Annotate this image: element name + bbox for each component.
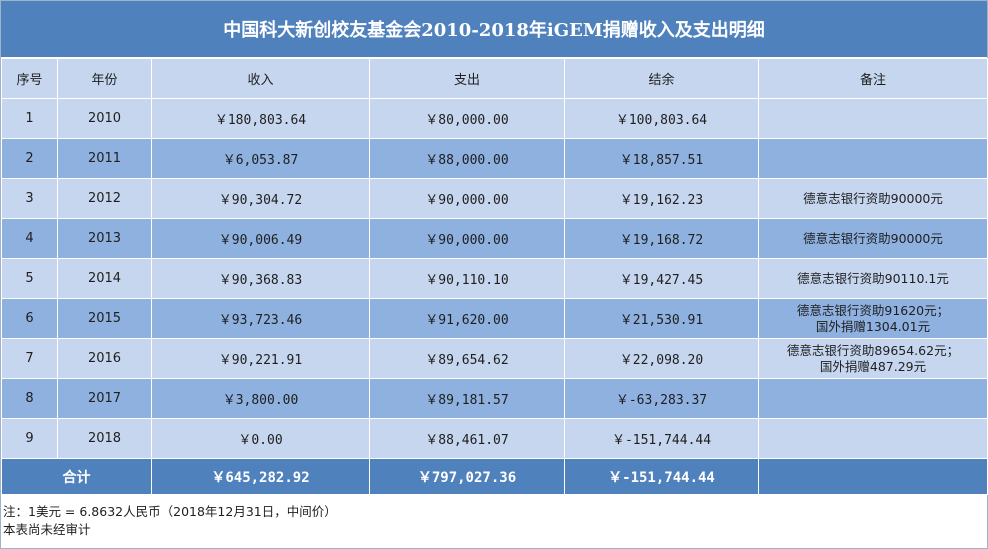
- cell-no: 8: [1, 378, 58, 419]
- header-income: 收入: [151, 58, 370, 99]
- cell-income: ￥93,723.46: [151, 298, 370, 339]
- table-row: 8 2017 ￥3,800.00 ￥89,181.57 ￥-63,283.37: [1, 378, 988, 419]
- cell-year: 2012: [57, 178, 152, 219]
- note-line: 国外捐赠487.29元: [819, 358, 927, 374]
- cell-balance: ￥19,427.45: [564, 258, 759, 299]
- cell-income: ￥90,368.83: [151, 258, 370, 299]
- total-row: 合计 ￥645,282.92 ￥797,027.36 ￥-151,744.44: [1, 458, 988, 495]
- cell-year: 2017: [57, 378, 152, 419]
- cell-expense: ￥89,654.62: [369, 338, 565, 379]
- cell-balance: ￥-63,283.37: [564, 378, 759, 419]
- cell-no: 9: [1, 418, 58, 459]
- total-balance: ￥-151,744.44: [564, 458, 759, 495]
- cell-balance: ￥19,168.72: [564, 218, 759, 259]
- note-line: 德意志银行资助90110.1元: [797, 270, 949, 286]
- cell-year: 2018: [57, 418, 152, 459]
- cell-expense: ￥90,000.00: [369, 178, 565, 219]
- cell-income: ￥90,221.91: [151, 338, 370, 379]
- table-row: 2 2011 ￥6,053.87 ￥88,000.00 ￥18,857.51: [1, 138, 988, 179]
- cell-expense: ￥90,110.10: [369, 258, 565, 299]
- total-income: ￥645,282.92: [151, 458, 370, 495]
- table-title: 中国科大新创校友基金会2010-2018年iGEM捐赠收入及支出明细: [1, 1, 987, 58]
- cell-no: 6: [1, 298, 58, 339]
- cell-balance: ￥19,162.23: [564, 178, 759, 219]
- cell-note: 德意志银行资助89654.62元； 国外捐赠487.29元: [758, 338, 988, 379]
- note-line: 德意志银行资助90000元: [803, 230, 943, 246]
- table-row: 5 2014 ￥90,368.83 ￥90,110.10 ￥19,427.45 …: [1, 258, 988, 299]
- table-row: 9 2018 ￥0.00 ￥88,461.07 ￥-151,744.44: [1, 418, 988, 459]
- cell-expense: ￥88,000.00: [369, 138, 565, 179]
- total-expense: ￥797,027.36: [369, 458, 565, 495]
- footnote: 注：1美元 = 6.8632人民币（2018年12月31日，中间价） 本表尚未经…: [3, 503, 983, 539]
- cell-income: ￥90,006.49: [151, 218, 370, 259]
- cell-no: 5: [1, 258, 58, 299]
- cell-balance: ￥21,530.91: [564, 298, 759, 339]
- header-note: 备注: [758, 58, 988, 99]
- cell-note: 德意志银行资助91620元； 国外捐赠1304.01元: [758, 298, 988, 339]
- footnote-exchange-rate: 注：1美元 = 6.8632人民币（2018年12月31日，中间价）: [3, 504, 337, 519]
- cell-expense: ￥90,000.00: [369, 218, 565, 259]
- cell-expense: ￥91,620.00: [369, 298, 565, 339]
- cell-balance: ￥100,803.64: [564, 98, 759, 139]
- footnote-audit: 本表尚未经审计: [3, 522, 91, 537]
- cell-note: [758, 378, 988, 419]
- table-row: 6 2015 ￥93,723.46 ￥91,620.00 ￥21,530.91 …: [1, 298, 988, 339]
- cell-no: 4: [1, 218, 58, 259]
- total-label: 合计: [1, 458, 152, 495]
- cell-note: 德意志银行资助90110.1元: [758, 258, 988, 299]
- cell-expense: ￥89,181.57: [369, 378, 565, 419]
- cell-year: 2016: [57, 338, 152, 379]
- cell-no: 2: [1, 138, 58, 179]
- cell-expense: ￥80,000.00: [369, 98, 565, 139]
- cell-year: 2015: [57, 298, 152, 339]
- cell-income: ￥6,053.87: [151, 138, 370, 179]
- table-row: 3 2012 ￥90,304.72 ￥90,000.00 ￥19,162.23 …: [1, 178, 988, 219]
- cell-income: ￥3,800.00: [151, 378, 370, 419]
- cell-year: 2010: [57, 98, 152, 139]
- cell-income: ￥180,803.64: [151, 98, 370, 139]
- cell-note: [758, 418, 988, 459]
- cell-year: 2014: [57, 258, 152, 299]
- cell-no: 3: [1, 178, 58, 219]
- cell-note: [758, 98, 988, 139]
- cell-no: 1: [1, 98, 58, 139]
- cell-note: 德意志银行资助90000元: [758, 178, 988, 219]
- cell-note: 德意志银行资助90000元: [758, 218, 988, 259]
- header-year: 年份: [57, 58, 152, 99]
- cell-income: ￥0.00: [151, 418, 370, 459]
- table-row: 4 2013 ￥90,006.49 ￥90,000.00 ￥19,168.72 …: [1, 218, 988, 259]
- cell-note: [758, 138, 988, 179]
- note-line: 德意志银行资助91620元；: [796, 302, 950, 318]
- note-line: 德意志银行资助89654.62元；: [786, 342, 960, 358]
- table-row: 1 2010 ￥180,803.64 ￥80,000.00 ￥100,803.6…: [1, 98, 988, 139]
- header-row: 序号 年份 收入 支出 结余 备注: [1, 58, 988, 99]
- header-balance: 结余: [564, 58, 759, 99]
- note-line: 国外捐赠1304.01元: [815, 318, 931, 334]
- table-row: 7 2016 ￥90,221.91 ￥89,654.62 ￥22,098.20 …: [1, 338, 988, 379]
- cell-income: ￥90,304.72: [151, 178, 370, 219]
- cell-balance: ￥18,857.51: [564, 138, 759, 179]
- header-no: 序号: [1, 58, 58, 99]
- cell-balance: ￥22,098.20: [564, 338, 759, 379]
- cell-expense: ￥88,461.07: [369, 418, 565, 459]
- cell-year: 2013: [57, 218, 152, 259]
- cell-balance: ￥-151,744.44: [564, 418, 759, 459]
- total-note: [758, 458, 988, 495]
- cell-year: 2011: [57, 138, 152, 179]
- note-line: 德意志银行资助90000元: [803, 190, 943, 206]
- donation-table: 序号 年份 收入 支出 结余 备注 1 2010 ￥180,803.64 ￥80…: [1, 58, 988, 495]
- cell-no: 7: [1, 338, 58, 379]
- header-expense: 支出: [369, 58, 565, 99]
